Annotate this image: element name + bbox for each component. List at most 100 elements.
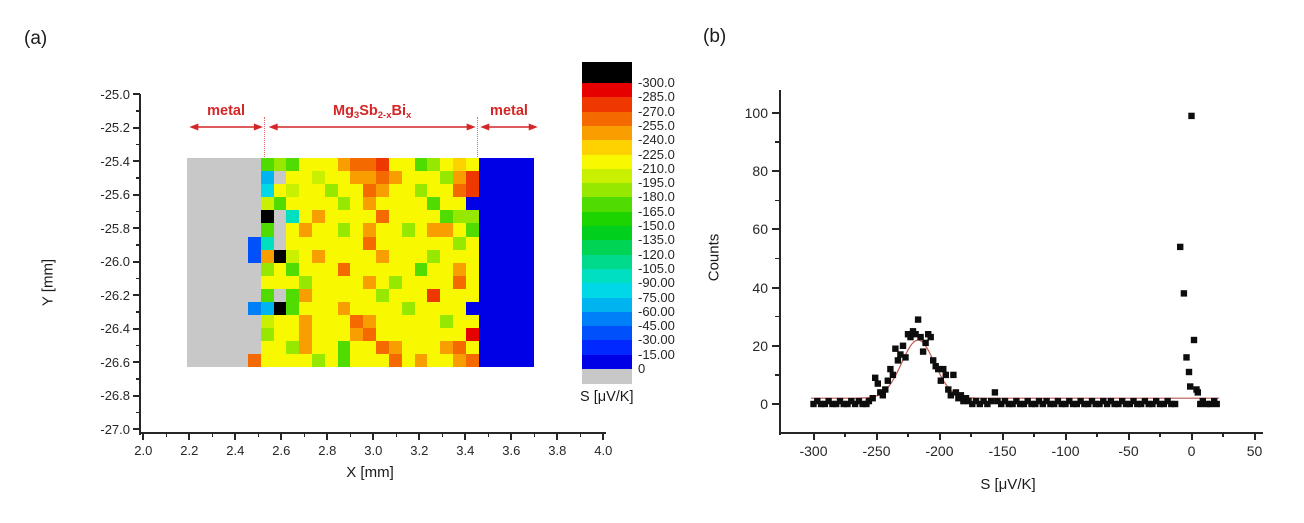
metal-blue-block xyxy=(478,158,535,367)
heatmap-cell xyxy=(440,353,454,368)
heatmap-cell xyxy=(324,197,339,211)
heatmap-cell xyxy=(286,340,300,355)
y-tick-b xyxy=(772,112,779,114)
scatter-point xyxy=(877,389,884,396)
heatmap-cell xyxy=(401,262,416,276)
heatmap-cell xyxy=(247,184,262,198)
heatmap-cell xyxy=(260,249,275,263)
heatmap-cell xyxy=(414,301,428,315)
scatter-point xyxy=(855,397,863,405)
heatmap-cell xyxy=(440,288,454,302)
colorbar-segment xyxy=(582,183,632,198)
heatmap-cell xyxy=(388,301,403,315)
x-minor-tick-a xyxy=(165,433,168,437)
heatmap-cell xyxy=(247,353,262,368)
scatter-point xyxy=(897,351,904,358)
x-minor-tick-b xyxy=(907,433,909,437)
heatmap-cell xyxy=(299,197,313,211)
y-tick-a xyxy=(133,160,140,162)
heatmap-cell xyxy=(427,223,441,237)
scatter-point xyxy=(965,397,972,405)
x-tick-b xyxy=(1253,433,1256,440)
scatter-point xyxy=(1058,400,1065,408)
heatmap-cell xyxy=(273,353,287,368)
heatmap-cell xyxy=(453,262,467,276)
heatmap-cell xyxy=(312,210,326,224)
heatmap-cell xyxy=(247,236,262,250)
scatter-point xyxy=(1145,400,1152,408)
colorbar-segment xyxy=(582,240,632,255)
scatter-point xyxy=(972,397,980,405)
heatmap-cell xyxy=(247,197,262,211)
heatmap-cell xyxy=(376,340,390,355)
heatmap-cell xyxy=(337,262,351,276)
scatter-point xyxy=(1069,400,1077,408)
scatter-point xyxy=(945,386,952,393)
heatmap-cell xyxy=(312,223,326,237)
heatmap-cell xyxy=(363,314,377,328)
scatter-point xyxy=(889,371,897,379)
region-label-subscript: 3 xyxy=(353,110,360,121)
x-minor-tick-a xyxy=(303,433,306,437)
scatter-point xyxy=(836,397,844,405)
heatmap-cell xyxy=(376,314,390,328)
heatmap-cell xyxy=(440,184,454,198)
heatmap-cell xyxy=(465,340,480,355)
colorbar-tick-label: -210.0 xyxy=(638,160,675,176)
scatter-point xyxy=(1103,400,1111,408)
heatmap-cell xyxy=(286,223,300,237)
x-tick-label-b: -300 xyxy=(799,443,828,459)
heatmap-cell xyxy=(324,327,339,342)
x-tick-a xyxy=(142,433,145,440)
colorbar-segment xyxy=(582,111,632,127)
heatmap-cell xyxy=(324,223,339,237)
heatmap-cell xyxy=(401,327,416,342)
y-tick-label-b: 40 xyxy=(752,279,768,296)
heatmap-cell xyxy=(260,197,275,211)
colorbar-segment xyxy=(582,354,632,370)
heatmap-cell xyxy=(453,236,467,250)
heatmap-cell xyxy=(247,158,262,172)
colorbar-tick-label: -195.0 xyxy=(638,175,675,191)
colorbar-tick-label: -180.0 xyxy=(638,189,675,205)
y-tick-label-a: -26.0 xyxy=(100,254,130,269)
heatmap-cell xyxy=(427,158,441,172)
heatmap-cell xyxy=(273,236,287,250)
heatmap-cell xyxy=(286,275,300,289)
heatmap-cell xyxy=(465,223,480,237)
heatmap-cell xyxy=(465,197,480,211)
y-axis-title-a: Y [mm] xyxy=(39,258,57,307)
heatmap-cell xyxy=(465,301,480,315)
x-tick-a xyxy=(418,433,421,440)
y-tick-label-a: -26.8 xyxy=(100,388,130,403)
heatmap-cell xyxy=(260,288,275,302)
heatmap-cell xyxy=(247,223,262,237)
heatmap-cell xyxy=(363,340,377,355)
heatmap-cell xyxy=(247,275,262,289)
heatmap-cell xyxy=(337,301,351,315)
heatmap-cell xyxy=(388,340,403,355)
heatmap-cell xyxy=(414,327,428,342)
y-tick-b xyxy=(772,286,779,289)
heatmap-cell xyxy=(324,171,339,185)
heatmap-cell xyxy=(414,288,428,302)
heatmap-cell xyxy=(440,249,454,263)
x-tick-label-a: 3.4 xyxy=(456,443,475,458)
heatmap-cell xyxy=(453,249,467,263)
heatmap-cell xyxy=(337,158,351,172)
scatter-point xyxy=(1028,400,1035,408)
scatter-point xyxy=(984,400,991,408)
heatmap-cell xyxy=(312,353,326,368)
heatmap-cell xyxy=(427,184,441,198)
y-tick-b xyxy=(772,403,779,405)
scatter-point xyxy=(919,348,927,355)
heatmap-cell xyxy=(260,353,275,368)
heatmap-cell xyxy=(312,184,326,198)
scatter-point xyxy=(865,397,873,405)
heatmap-cell xyxy=(260,314,275,328)
scatter-point xyxy=(1032,400,1039,408)
x-tick-a xyxy=(556,433,559,440)
scatter-point xyxy=(1024,397,1031,405)
colorbar-segment xyxy=(582,226,632,241)
heatmap-cell xyxy=(414,262,428,276)
